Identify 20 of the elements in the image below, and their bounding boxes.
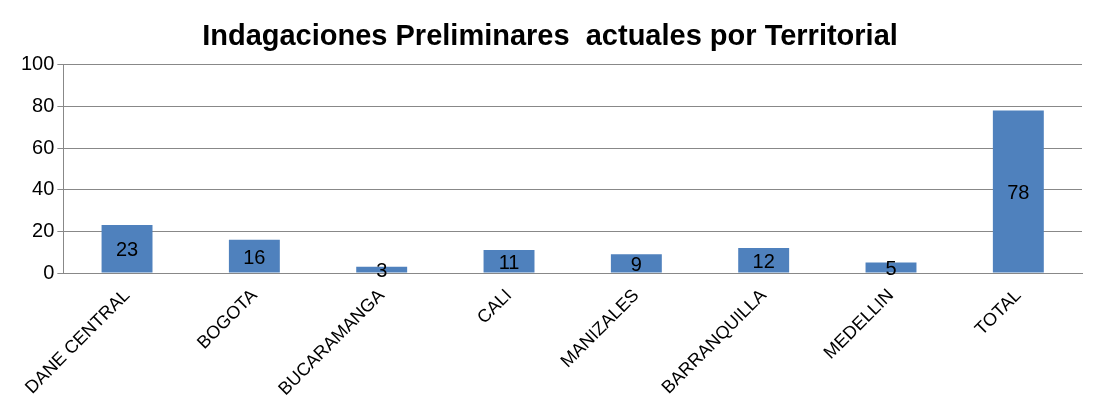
bar [992,110,1044,273]
chart-title: Indagaciones Preliminares actuales por Territorial [202,19,898,52]
bar [483,250,535,273]
data-label: 16 [243,245,266,268]
data-label: 12 [752,249,775,272]
y-tick-label: 100 [20,52,55,75]
data-label: 11 [498,250,520,273]
data-label: 23 [115,238,139,261]
data-label: 5 [885,257,897,280]
bar [610,254,662,273]
bar [738,248,790,273]
y-tick-label: 80 [32,93,55,116]
bar [228,239,280,273]
y-tick-label: 60 [32,135,55,158]
y-tick-label: 40 [32,177,55,200]
data-label: 78 [1007,181,1030,204]
y-tick-label: 20 [32,218,55,241]
bar [101,225,153,273]
y-tick-label: 0 [43,260,55,283]
data-label: 9 [630,252,642,275]
